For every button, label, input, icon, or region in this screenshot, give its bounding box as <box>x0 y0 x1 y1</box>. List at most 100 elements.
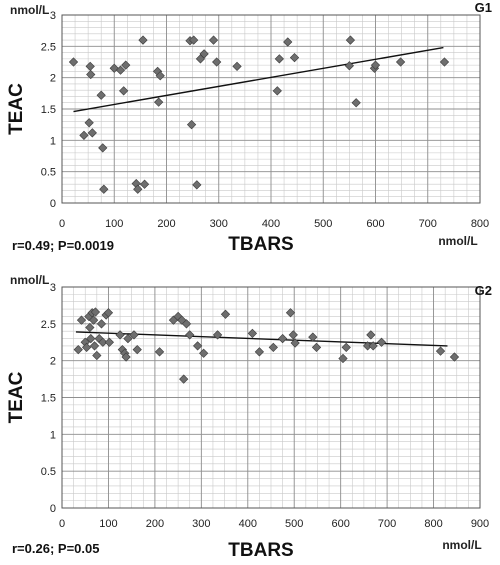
data-point <box>289 52 300 63</box>
x-unit-label: nmol/L <box>442 538 481 552</box>
data-point <box>311 342 322 353</box>
x-tick-label: 500 <box>314 218 332 230</box>
data-point <box>96 319 107 329</box>
data-point <box>220 309 231 319</box>
data-point <box>274 54 284 64</box>
data-point <box>268 342 278 353</box>
data-point <box>368 341 378 351</box>
y-tick-label: 0 <box>50 198 56 210</box>
x-tick-label: 500 <box>285 518 303 530</box>
data-point <box>247 328 258 339</box>
x-tick-label: 0 <box>59 218 65 230</box>
data-point <box>395 57 406 67</box>
data-point <box>89 341 100 351</box>
plot-frame <box>61 14 481 204</box>
data-point <box>81 342 92 353</box>
data-point <box>435 346 446 356</box>
chart-g2: 0 0.5 1 1.5 2 2.5 3 0 100 200 300 400 500 600 700 800 90… <box>6 273 492 561</box>
x-tick-label: 300 <box>192 518 210 530</box>
data-point <box>87 128 97 138</box>
x-tick-label: 700 <box>378 518 396 530</box>
data-point <box>272 86 282 96</box>
x-tick-label: 400 <box>262 218 280 230</box>
x-tick-label: 600 <box>331 518 349 530</box>
data-point <box>85 322 95 333</box>
x-tick-label: 200 <box>157 218 175 230</box>
x-axis-title: TBARS <box>228 234 293 255</box>
y-tick-label: 2.5 <box>41 319 56 331</box>
y-tick-label: 2 <box>50 73 56 85</box>
data-point <box>254 347 265 357</box>
data-point <box>154 97 164 107</box>
data-point <box>344 61 354 71</box>
x-tick-label: 100 <box>99 518 117 530</box>
data-point <box>119 86 129 96</box>
data-point <box>96 90 106 100</box>
y-tick-label: 3 <box>50 282 56 294</box>
data-point <box>132 344 142 355</box>
y-unit-label: nmol/L <box>10 273 49 287</box>
chart-g1: 0 0.5 1 1.5 2 2.5 3 0 100 200 300 400 500 600 700 800 nm… <box>6 0 492 255</box>
data-point <box>186 120 197 130</box>
x-tick-label: 700 <box>419 218 437 230</box>
data-point <box>98 337 108 347</box>
data-point <box>179 374 189 384</box>
correlation-annotation: r=0.26; P=0.05 <box>12 541 99 556</box>
data-point <box>288 330 298 340</box>
panel-label: G1 <box>475 0 492 15</box>
data-point <box>376 337 387 347</box>
data-point <box>290 338 300 348</box>
data-point <box>98 143 108 153</box>
data-point <box>155 71 165 81</box>
data-point <box>208 35 219 45</box>
data-point <box>154 347 165 357</box>
data-point <box>68 57 79 67</box>
y-tick-label: 1 <box>50 135 56 147</box>
data-point <box>115 330 125 340</box>
y-tick-label: 1.5 <box>41 393 56 405</box>
x-tick-label: 800 <box>471 218 489 230</box>
data-point <box>308 332 318 342</box>
data-point <box>84 118 94 128</box>
y-tick-label: 3 <box>50 10 56 22</box>
data-point <box>92 350 102 361</box>
y-tick-label: 0.5 <box>41 466 56 478</box>
trend-line <box>73 46 444 113</box>
data-point <box>129 330 139 340</box>
x-tick-label: 800 <box>424 518 442 530</box>
data-point <box>121 352 131 362</box>
data-point <box>79 130 89 140</box>
data-point <box>103 308 114 318</box>
data-point <box>370 60 381 70</box>
correlation-annotation: r=0.49; P=0.0019 <box>12 238 114 253</box>
x-tick-label: 900 <box>471 518 489 530</box>
data-point <box>86 333 96 344</box>
data-point <box>90 307 101 317</box>
y-axis-title: TEAC <box>6 83 27 135</box>
data-point <box>345 35 356 45</box>
data-point <box>192 341 203 351</box>
data-point <box>283 37 293 47</box>
data-point <box>212 57 222 67</box>
data-point <box>88 315 99 325</box>
data-point <box>185 330 195 340</box>
panel-label: G2 <box>475 283 492 298</box>
data-point <box>138 35 148 45</box>
x-unit-label: nmol/L <box>438 234 477 248</box>
data-point <box>99 184 109 194</box>
data-point <box>115 65 126 75</box>
data-point <box>199 49 209 59</box>
y-tick-label: 0 <box>50 503 56 515</box>
data-point <box>285 308 296 318</box>
x-tick-label: 400 <box>239 518 257 530</box>
data-point <box>121 60 131 70</box>
y-tick-label: 2 <box>50 356 56 368</box>
data-point <box>212 330 223 340</box>
data-point <box>133 184 143 194</box>
data-point <box>449 352 460 362</box>
data-point <box>351 98 361 108</box>
data-point <box>73 344 83 355</box>
y-tick-label: 2.5 <box>41 41 56 53</box>
y-tick-label: 1.5 <box>41 104 56 116</box>
